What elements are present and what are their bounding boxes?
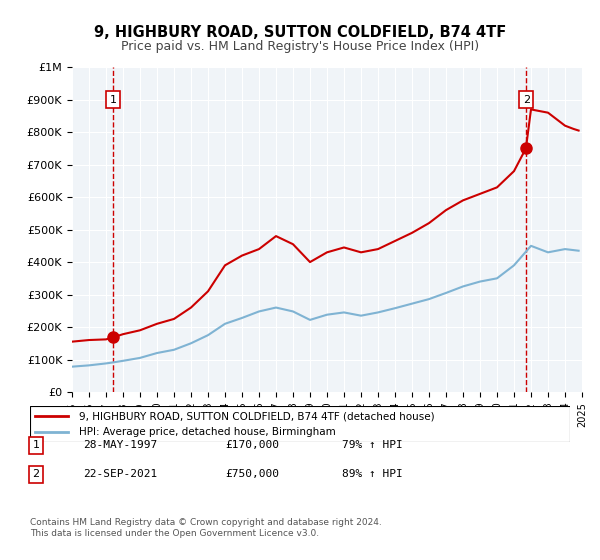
Text: 1: 1: [32, 440, 40, 450]
Text: 28-MAY-1997: 28-MAY-1997: [83, 440, 157, 450]
Text: Contains HM Land Registry data © Crown copyright and database right 2024.
This d: Contains HM Land Registry data © Crown c…: [30, 518, 382, 538]
Text: 9, HIGHBURY ROAD, SUTTON COLDFIELD, B74 4TF: 9, HIGHBURY ROAD, SUTTON COLDFIELD, B74 …: [94, 25, 506, 40]
Text: 79% ↑ HPI: 79% ↑ HPI: [341, 440, 403, 450]
Text: HPI: Average price, detached house, Birmingham: HPI: Average price, detached house, Birm…: [79, 427, 335, 437]
Text: 22-SEP-2021: 22-SEP-2021: [83, 469, 157, 479]
Text: 2: 2: [523, 95, 530, 105]
FancyBboxPatch shape: [30, 406, 570, 442]
Text: 1: 1: [109, 95, 116, 105]
Text: 2: 2: [32, 469, 40, 479]
Text: 9, HIGHBURY ROAD, SUTTON COLDFIELD, B74 4TF (detached house): 9, HIGHBURY ROAD, SUTTON COLDFIELD, B74 …: [79, 411, 434, 421]
Text: £750,000: £750,000: [225, 469, 279, 479]
Text: £170,000: £170,000: [225, 440, 279, 450]
Text: 89% ↑ HPI: 89% ↑ HPI: [341, 469, 403, 479]
Text: Price paid vs. HM Land Registry's House Price Index (HPI): Price paid vs. HM Land Registry's House …: [121, 40, 479, 53]
